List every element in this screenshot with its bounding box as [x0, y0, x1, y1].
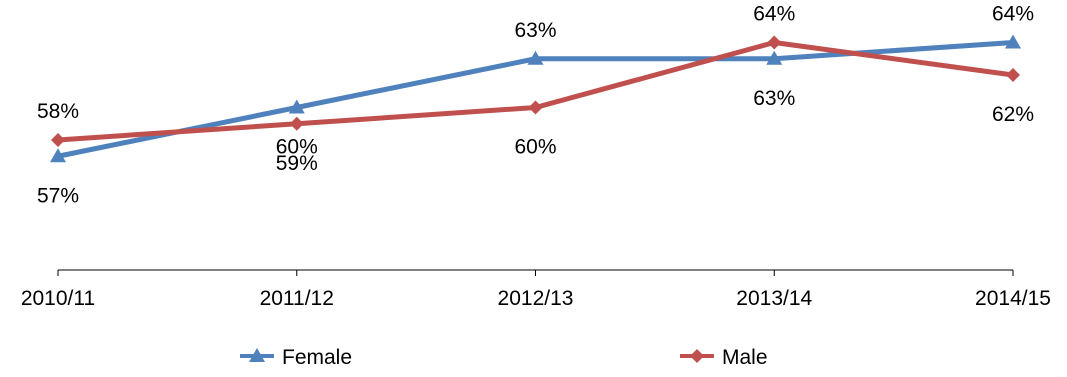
x-tick-label: 2011/12: [260, 287, 334, 310]
legend: Female Male: [240, 346, 768, 369]
x-tick-label: 2012/13: [498, 287, 574, 310]
legend-label-female: Female: [282, 346, 352, 369]
data-point-female: [50, 148, 66, 163]
data-label-female: 63%: [753, 87, 795, 110]
data-point-female: [288, 99, 305, 114]
x-tick-label: 2014/15: [975, 287, 1051, 310]
data-label-male: 64%: [753, 3, 795, 26]
data-label-female: 63%: [514, 19, 556, 42]
data-point-male: [1006, 68, 1020, 82]
x-tick-label: 2010/11: [21, 287, 95, 310]
legend-label-male: Male: [722, 346, 768, 369]
x-tick-label: 2013/14: [736, 287, 812, 310]
x-axis-ticks: 2010/11 2011/12 2012/13 2013/14 2014/15: [21, 270, 1051, 310]
data-point-female: [1005, 34, 1021, 49]
data-label-female: 60%: [276, 136, 318, 159]
series-markers: [50, 34, 1021, 163]
data-point-male: [528, 100, 543, 115]
data-label-male: 60%: [514, 136, 556, 159]
legend-marker-female: [249, 348, 265, 362]
data-point-male: [51, 133, 65, 147]
data-label-female: 57%: [37, 184, 79, 207]
data-point-female: [527, 50, 544, 65]
data-labels: 57%60%63%63%64%58%59%60%64%62%: [37, 3, 1034, 208]
data-point-male: [767, 35, 782, 50]
data-point-female: [766, 50, 783, 65]
data-label-female: 64%: [992, 3, 1034, 26]
data-point-male: [289, 116, 304, 131]
data-label-male: 58%: [37, 100, 79, 123]
data-label-male: 59%: [276, 152, 318, 175]
data-label-male: 62%: [992, 103, 1034, 126]
legend-marker-male: [690, 349, 704, 363]
